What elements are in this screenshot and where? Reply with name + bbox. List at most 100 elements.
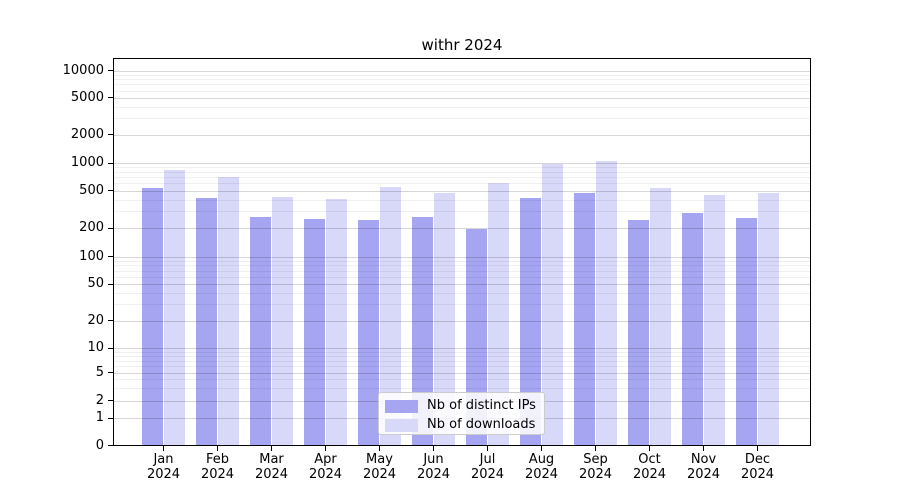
gridline-major-5000 — [114, 97, 811, 99]
bar-downloads-nov-2024 — [703, 194, 726, 446]
y-tick-mark — [108, 97, 113, 99]
x-tick-mark — [595, 446, 596, 451]
gridline-minor-30 — [114, 304, 811, 306]
x-tick-label-sep: Sep 2024 — [578, 452, 613, 482]
bar-downloads-apr-2024 — [325, 199, 348, 446]
y-tick-mark — [108, 320, 113, 321]
gridline-major-20 — [114, 320, 811, 322]
x-tick-label-may: May 2024 — [362, 452, 397, 482]
gridline-minor-8000 — [114, 79, 811, 81]
gridline-major-200 — [114, 228, 811, 229]
y-tick-label-500: 500 — [79, 182, 104, 198]
y-tick-label-2: 2 — [95, 392, 104, 408]
y-tick-mark — [108, 283, 113, 285]
x-tick-mark — [433, 446, 434, 451]
y-tick-label-0: 0 — [95, 437, 104, 453]
y-tick-label-50: 50 — [87, 276, 104, 291]
bar-downloads-sep-2024 — [595, 160, 618, 446]
y-tick-mark — [108, 134, 113, 136]
bar-distinct-ips-nov-2024 — [681, 212, 704, 446]
legend-item-downloads: Nb of downloads — [385, 417, 544, 433]
gridline-major-1000 — [114, 163, 811, 165]
x-tick-mark — [325, 446, 326, 451]
grid-layer — [114, 59, 811, 446]
bar-distinct-ips-apr-2024 — [303, 219, 326, 446]
y-tick-mark — [108, 70, 113, 71]
gridline-minor-6 — [114, 366, 811, 368]
gridline-minor-3 — [114, 388, 811, 390]
gridline-major-100 — [114, 256, 811, 258]
x-tick-mark — [703, 446, 704, 451]
gridline-major-500 — [114, 190, 811, 192]
y-tick-mark — [108, 445, 113, 446]
x-tick-mark — [487, 446, 488, 451]
x-tick-label-jun: Jun 2024 — [416, 452, 451, 482]
bar-distinct-ips-feb-2024 — [195, 198, 218, 446]
x-tick-mark — [541, 446, 542, 451]
gridline-minor-6000 — [114, 90, 811, 92]
bar-distinct-ips-sep-2024 — [573, 192, 596, 446]
x-tick-mark — [217, 446, 218, 451]
gridline-minor-60 — [114, 276, 811, 278]
gridline-minor-9000 — [114, 74, 811, 76]
gridline-minor-70 — [114, 270, 811, 272]
y-tick-mark — [108, 372, 113, 373]
gridline-minor-400 — [114, 199, 811, 201]
gridline-minor-40 — [114, 292, 811, 294]
gridline-minor-7000 — [114, 84, 811, 86]
y-tick-mark — [108, 400, 113, 401]
gridline-minor-300 — [114, 211, 811, 213]
gridline-minor-90 — [114, 260, 811, 262]
x-tick-mark — [757, 446, 758, 451]
bar-distinct-ips-mar-2024 — [249, 217, 272, 446]
y-tick-label-1000: 1000 — [70, 155, 104, 171]
chart-title: withr 2024 — [421, 36, 503, 54]
x-tick-label-apr: Apr 2024 — [308, 452, 343, 482]
y-tick-mark — [108, 417, 113, 419]
x-tick-label-jan: Jan 2024 — [146, 452, 181, 482]
gridline-minor-8 — [114, 355, 811, 357]
x-tick-label-mar: Mar 2024 — [254, 452, 289, 482]
y-tick-label-10: 10 — [87, 340, 104, 355]
x-tick-label-feb: Feb 2024 — [200, 452, 235, 482]
gridline-major-50 — [114, 284, 811, 285]
bar-distinct-ips-may-2024 — [357, 220, 380, 446]
x-tick-mark — [649, 446, 650, 451]
y-tick-mark — [108, 256, 113, 257]
legend-label-distinct-ips: Nb of distinct IPs — [427, 398, 536, 413]
gridline-major-2000 — [114, 134, 811, 136]
legend-label-downloads: Nb of downloads — [427, 417, 536, 432]
y-tick-label-1: 1 — [95, 410, 104, 425]
gridline-minor-4 — [114, 379, 811, 381]
bar-distinct-ips-oct-2024 — [627, 219, 650, 446]
bar-distinct-ips-jan-2024 — [141, 188, 164, 446]
y-tick-mark — [108, 162, 113, 164]
y-tick-label-200: 200 — [79, 220, 104, 235]
y-tick-label-10000: 10000 — [62, 62, 104, 78]
gridline-minor-7 — [114, 360, 811, 362]
y-tick-label-20: 20 — [87, 312, 104, 328]
x-tick-mark — [379, 446, 380, 451]
gridline-major-10000 — [114, 70, 811, 72]
bar-downloads-jan-2024 — [163, 169, 186, 446]
plot-area-border — [113, 58, 811, 446]
gridline-major-10 — [114, 348, 811, 349]
gridline-minor-900 — [114, 167, 811, 169]
x-tick-label-aug: Aug 2024 — [524, 452, 559, 482]
bar-distinct-ips-dec-2024 — [735, 217, 758, 446]
gridline-minor-3000 — [114, 118, 811, 120]
gridline-minor-600 — [114, 183, 811, 185]
legend-swatch-downloads-icon — [385, 418, 418, 432]
y-tick-mark — [108, 227, 113, 229]
gridline-major-5 — [114, 372, 811, 374]
x-tick-mark — [271, 446, 272, 451]
gridline-minor-9 — [114, 351, 811, 353]
bar-downloads-dec-2024 — [757, 193, 780, 446]
gridline-minor-4000 — [114, 106, 811, 108]
legend: Nb of distinct IPs Nb of downloads — [378, 392, 545, 435]
y-tick-label-100: 100 — [79, 248, 104, 264]
bar-downloads-oct-2024 — [649, 188, 672, 446]
x-tick-label-nov: Nov 2024 — [686, 452, 721, 482]
x-tick-label-jul: Jul 2024 — [470, 452, 505, 482]
